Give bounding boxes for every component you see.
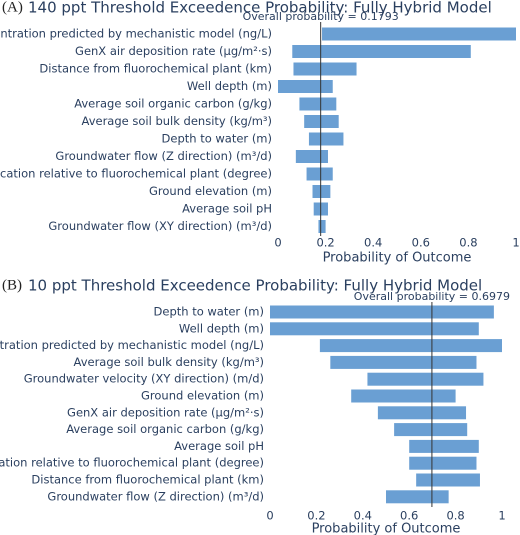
bar bbox=[351, 389, 456, 403]
bar bbox=[318, 220, 326, 233]
y-tick-label: Depth to water (m) bbox=[162, 132, 272, 146]
bar bbox=[306, 167, 333, 181]
bar bbox=[308, 132, 344, 146]
x-tick-label: 0.2 bbox=[307, 509, 325, 523]
chart-title: 140 ppt Threshold Exceedence Probability… bbox=[28, 0, 492, 17]
y-tick-label: Distance from fluorochemical plant (km) bbox=[31, 473, 264, 487]
chart-title: 10 ppt Threshold Exceedence Probability:… bbox=[28, 277, 482, 295]
bar bbox=[409, 439, 479, 453]
x-tick-label: 0.4 bbox=[354, 509, 372, 523]
x-tick-label: 0.8 bbox=[446, 509, 464, 523]
x-tick-label: 0 bbox=[266, 509, 273, 523]
reference-label: Overall probability = 0.6979 bbox=[354, 290, 510, 303]
x-tick-label: 0.6 bbox=[400, 509, 418, 523]
y-tick-label: Average soil bulk density (kg/m³) bbox=[74, 355, 265, 369]
y-tick-label: Groundwater velocity (XY direction) (m/d… bbox=[24, 372, 264, 386]
bar bbox=[304, 115, 339, 128]
y-tick-label: Well depth (m) bbox=[179, 321, 264, 335]
x-axis-title: Probability of Outcome bbox=[323, 251, 472, 266]
x-tick-label: 1 bbox=[512, 236, 519, 250]
bar bbox=[312, 185, 331, 198]
y-tick-label: Average soil bulk density (kg/m³) bbox=[82, 114, 273, 128]
bar bbox=[409, 456, 477, 470]
y-tick-label: Average soil pH bbox=[182, 202, 272, 216]
y-tick-label: Well location relative to fluorochemical… bbox=[0, 167, 272, 181]
y-tick-label: Concentration predicted by mechanistic m… bbox=[0, 338, 264, 352]
bar bbox=[416, 473, 480, 487]
bar bbox=[367, 372, 484, 386]
y-tick-label: Well location relative to fluorochemical… bbox=[0, 456, 264, 470]
x-axis-title: Probability of Outcome bbox=[312, 522, 461, 535]
panel-label: (B) bbox=[2, 277, 22, 293]
bar bbox=[295, 150, 328, 163]
x-tick-label: 0 bbox=[274, 236, 281, 250]
bar bbox=[394, 423, 468, 437]
bar bbox=[377, 406, 467, 420]
y-tick-label: GenX air deposition rate (µg/m²·s) bbox=[75, 44, 272, 58]
x-tick-label: 0.8 bbox=[459, 236, 477, 250]
bar bbox=[270, 322, 479, 336]
x-tick-label: 0.6 bbox=[412, 236, 430, 250]
y-tick-label: Average soil organic carbon (g/kg) bbox=[74, 97, 272, 111]
y-tick-label: Ground elevation (m) bbox=[149, 184, 272, 198]
x-tick-label: 1 bbox=[498, 509, 505, 523]
panel-label: (A) bbox=[2, 0, 23, 15]
y-tick-label: Average soil organic carbon (g/kg) bbox=[66, 422, 264, 436]
bar bbox=[386, 490, 449, 504]
y-tick-label: Groundwater flow (XY direction) (m³/d) bbox=[48, 219, 272, 233]
reference-label: Overall probability = 0.1793 bbox=[243, 10, 399, 23]
y-tick-label: Distance from fluorochemical plant (km) bbox=[39, 62, 272, 76]
bar bbox=[270, 305, 494, 319]
x-tick-label: 0.4 bbox=[364, 236, 382, 250]
bar bbox=[330, 355, 477, 369]
y-tick-label: Depth to water (m) bbox=[154, 305, 264, 319]
bar bbox=[299, 97, 337, 111]
y-tick-label: Ground elevation (m) bbox=[141, 389, 264, 403]
y-tick-label: Concentration predicted by mechanistic m… bbox=[0, 27, 272, 41]
y-tick-label: GenX air deposition rate (µg/m²·s) bbox=[67, 405, 264, 419]
bar bbox=[293, 62, 357, 76]
y-tick-label: Groundwater flow (Z direction) (m³/d) bbox=[47, 489, 264, 503]
bar bbox=[319, 339, 502, 353]
y-tick-label: Well depth (m) bbox=[187, 79, 272, 93]
y-tick-label: Groundwater flow (Z direction) (m³/d) bbox=[55, 149, 272, 163]
bar bbox=[278, 80, 333, 93]
y-tick-label: Average soil pH bbox=[174, 439, 264, 453]
bar bbox=[322, 27, 516, 41]
x-tick-label: 0.2 bbox=[316, 236, 334, 250]
bar bbox=[292, 45, 471, 58]
